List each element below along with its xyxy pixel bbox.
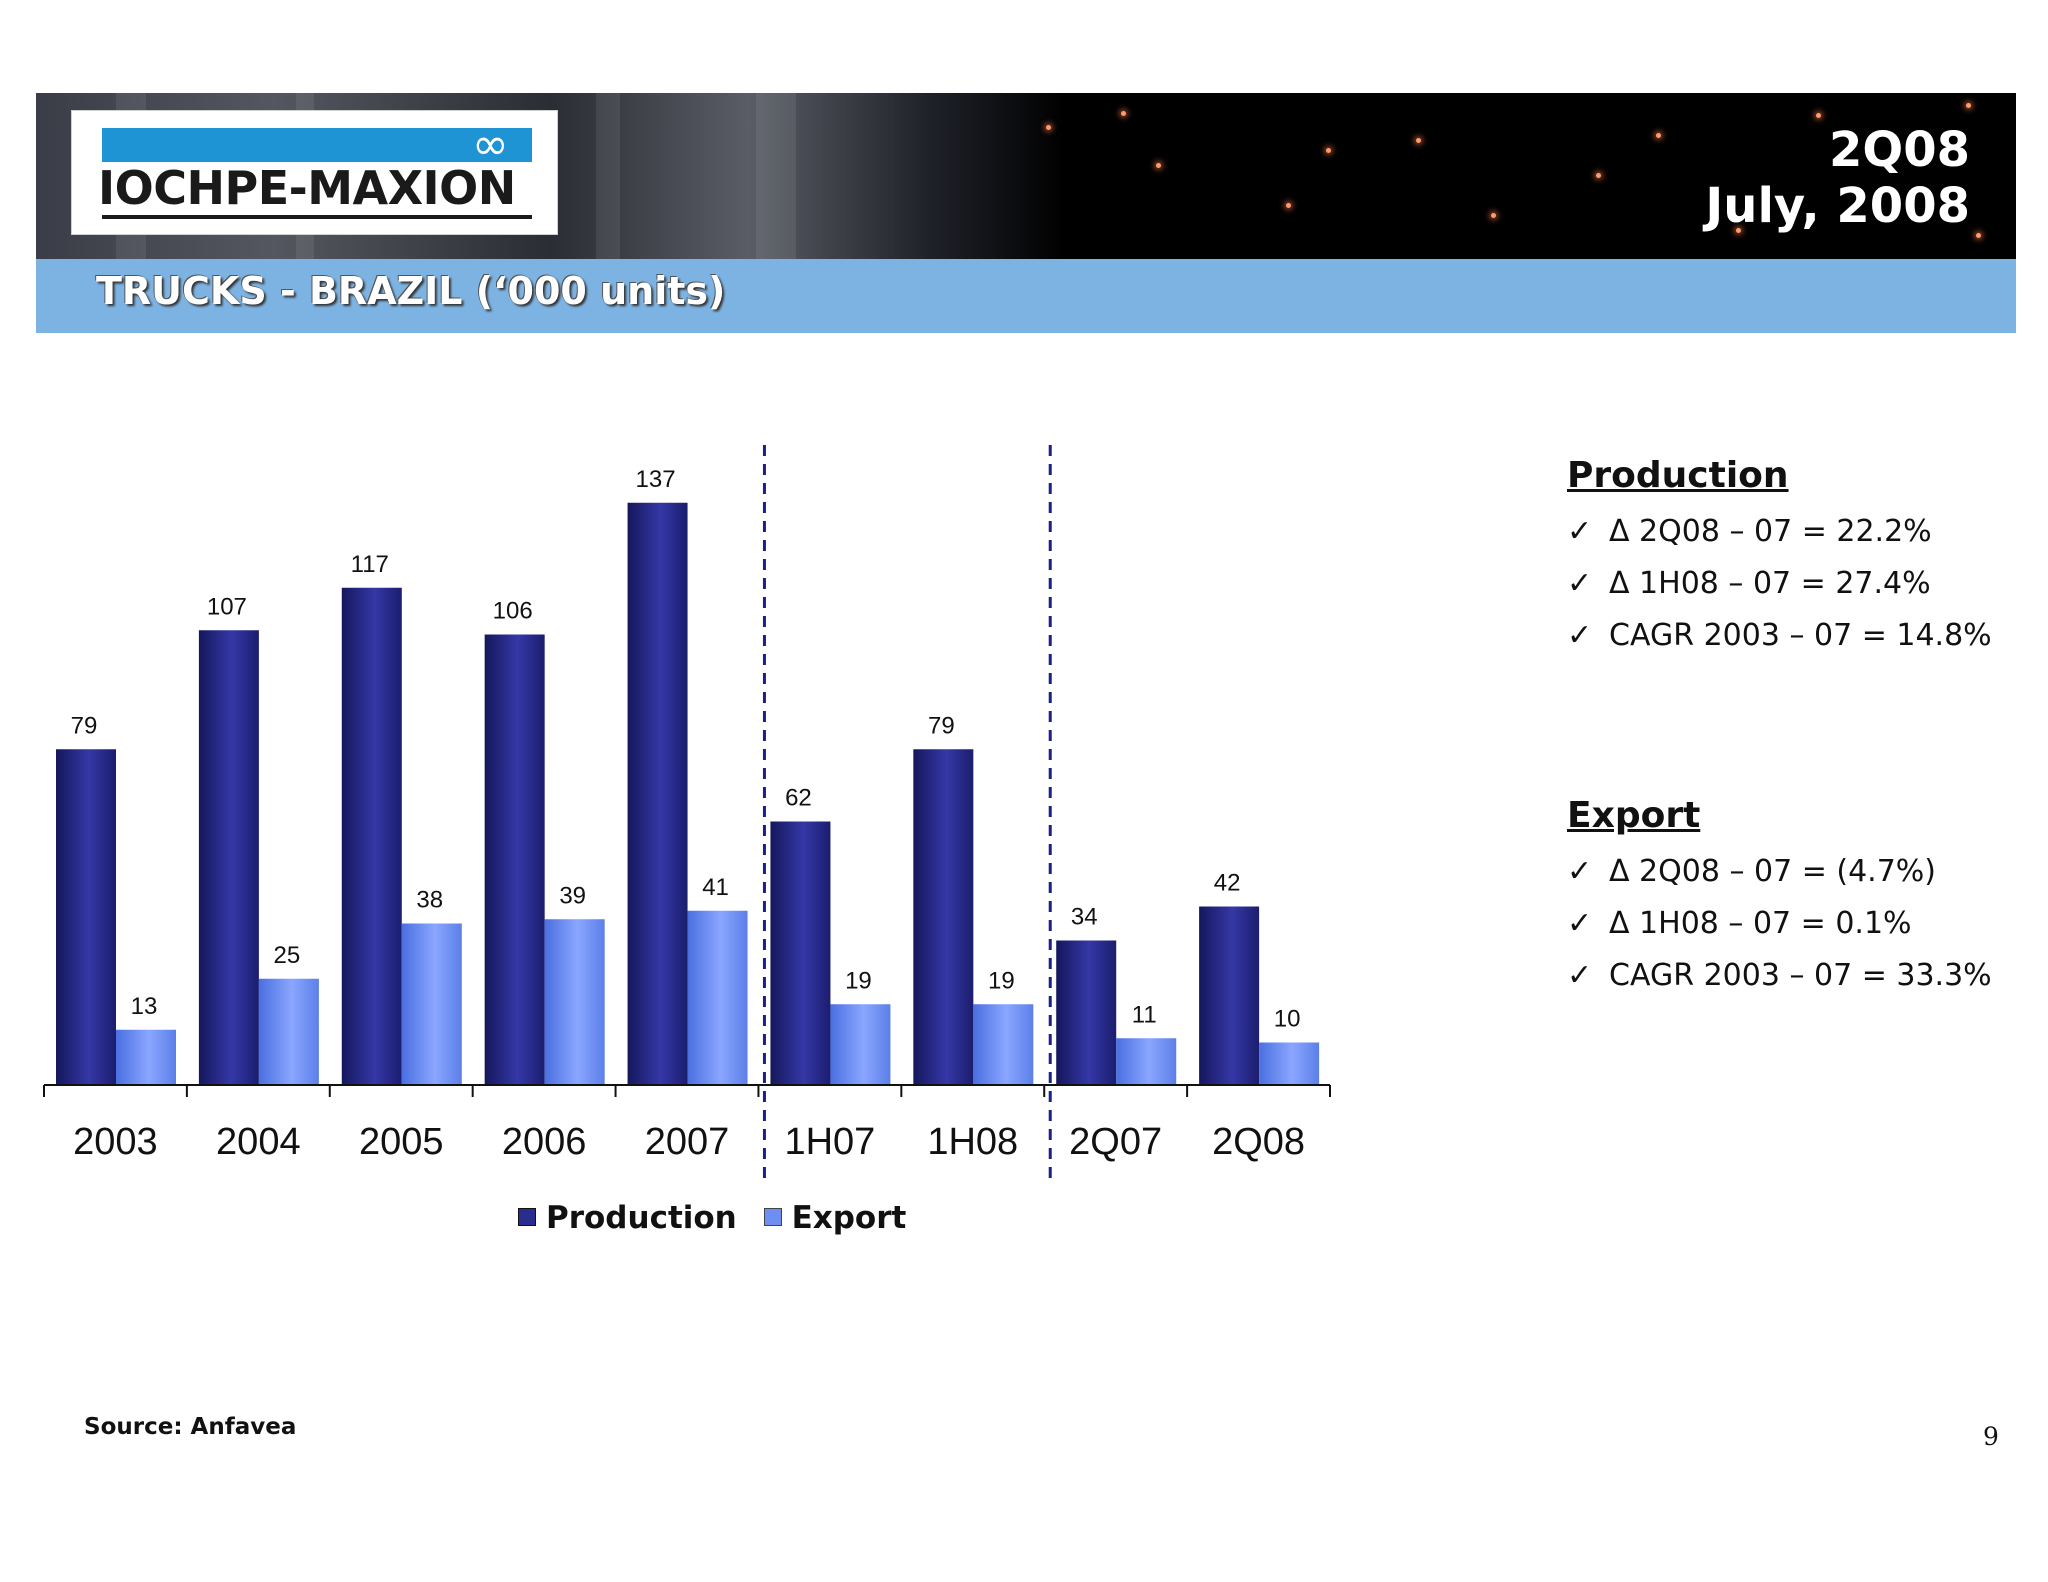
production-note-item: ✓ Δ 2Q08 – 07 = 22.2% — [1567, 506, 1992, 558]
check-icon: ✓ — [1567, 514, 1593, 549]
legend-production: Production — [518, 1200, 737, 1236]
export-bar — [544, 919, 605, 1085]
production-bar — [627, 502, 688, 1085]
chart-legend: Production Export — [518, 1200, 922, 1236]
legend-export: Export — [763, 1200, 906, 1236]
production-bar — [484, 634, 545, 1085]
export-bar — [401, 923, 462, 1085]
production-value-label: 42 — [1214, 870, 1241, 897]
x-tick-label: 2Q07 — [1069, 1121, 1162, 1163]
slide-title: TRUCKS - BRAZIL (‘000 units) — [96, 269, 726, 313]
title-band: TRUCKS - BRAZIL (‘000 units) — [36, 259, 2016, 333]
check-icon: ✓ — [1567, 618, 1593, 653]
period-quarter: 2Q08 — [1829, 122, 1970, 178]
production-value-label: 106 — [493, 598, 533, 625]
production-bar — [1056, 940, 1117, 1085]
company-logo: ∞ IOCHPE-MAXION — [71, 110, 558, 235]
x-tick-label: 1H07 — [784, 1121, 875, 1163]
chart-dividers — [762, 445, 1052, 1178]
production-bar — [770, 821, 831, 1085]
check-icon: ✓ — [1567, 854, 1593, 889]
production-bar — [913, 749, 974, 1085]
report-period: 2Q08 July, 2008 — [1705, 122, 1970, 234]
production-bar — [56, 749, 116, 1085]
export-note-item: ✓ CAGR 2003 – 07 = 33.3% — [1567, 950, 1992, 1002]
chart-data-labels: 79 13 107 25 117 38 106 39 137 41 62 19 79 19 34 11 42 10 — [71, 466, 1301, 1033]
export-bar — [687, 910, 748, 1085]
production-bar — [341, 587, 402, 1085]
production-value-label: 117 — [351, 551, 389, 578]
x-tick-label: 2006 — [502, 1121, 587, 1163]
export-value-label: 11 — [1132, 1001, 1157, 1028]
source-note: Source: Anfavea — [84, 1414, 297, 1440]
page-number: 9 — [1983, 1422, 1999, 1451]
check-icon: ✓ — [1567, 906, 1593, 941]
x-tick-label: 1H08 — [927, 1121, 1018, 1163]
production-value-label: 107 — [207, 593, 247, 620]
export-note-item: ✓ Δ 1H08 – 07 = 0.1% — [1567, 898, 1992, 950]
x-tick-label: 2005 — [359, 1121, 444, 1163]
production-notes-title: Production — [1567, 455, 1789, 496]
production-value-label: 34 — [1071, 904, 1098, 931]
export-notes-title: Export — [1567, 795, 1701, 836]
production-value-label: 79 — [928, 712, 955, 739]
production-bar — [198, 630, 259, 1085]
export-value-label: 13 — [131, 993, 158, 1020]
x-tick-label: 2007 — [645, 1121, 730, 1163]
production-value-label: 137 — [636, 466, 676, 493]
export-note-item: ✓ Δ 2Q08 – 07 = (4.7%) — [1567, 846, 1992, 898]
export-value-label: 10 — [1274, 1006, 1301, 1033]
production-bar — [1199, 906, 1260, 1085]
production-value-label: 62 — [785, 785, 812, 812]
x-tick-label: 2Q08 — [1212, 1121, 1305, 1163]
export-value-label: 41 — [702, 874, 729, 901]
x-tick-label: 2003 — [73, 1121, 158, 1163]
export-notes: Export ✓ Δ 2Q08 – 07 = (4.7%) ✓ Δ 1H08 – 0… — [1567, 795, 1992, 1002]
export-bar — [830, 1004, 891, 1085]
production-value-label: 79 — [71, 712, 98, 739]
production-notes: Production ✓ Δ 2Q08 – 07 = 22.2% ✓ Δ 1H08 … — [1567, 455, 1992, 662]
period-date: July, 2008 — [1705, 178, 1970, 234]
export-bar — [1259, 1042, 1320, 1085]
production-note-item: ✓ CAGR 2003 – 07 = 14.8% — [1567, 610, 1992, 662]
export-value-label: 25 — [274, 942, 301, 969]
check-icon: ✓ — [1567, 958, 1593, 993]
export-value-label: 19 — [988, 967, 1015, 994]
export-bar — [973, 1004, 1034, 1085]
export-bar — [1116, 1038, 1177, 1085]
export-value-label: 19 — [845, 967, 872, 994]
x-tick-label: 2004 — [216, 1121, 301, 1163]
chart-x-axis: 2003 2004 2005 2006 2007 1H07 1H08 2Q07 2Q08 — [43, 1084, 1331, 1163]
export-bar — [116, 1029, 176, 1085]
export-bar — [258, 978, 319, 1085]
production-note-item: ✓ Δ 1H08 – 07 = 27.4% — [1567, 558, 1992, 610]
export-value-label: 39 — [559, 882, 586, 909]
chart-bars — [56, 502, 1320, 1085]
export-value-label: 38 — [416, 887, 443, 914]
check-icon: ✓ — [1567, 566, 1593, 601]
logo-text: IOCHPE-MAXION — [98, 161, 516, 215]
